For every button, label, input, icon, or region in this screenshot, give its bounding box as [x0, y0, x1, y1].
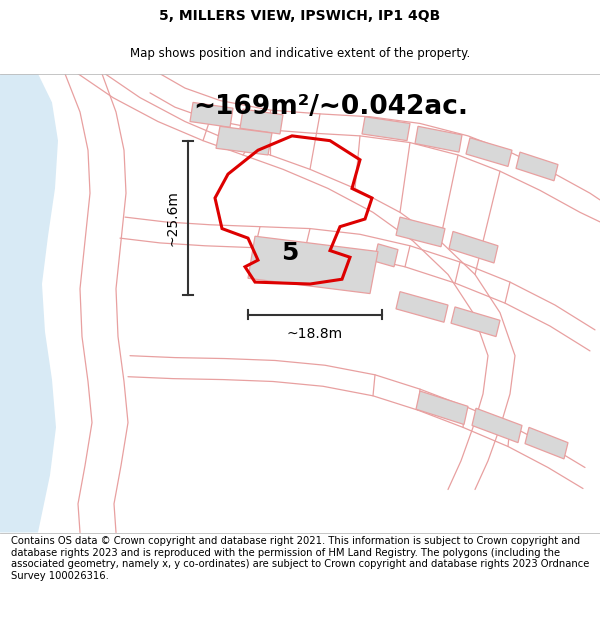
- Polygon shape: [396, 217, 445, 247]
- Polygon shape: [466, 138, 512, 166]
- Polygon shape: [449, 231, 498, 263]
- Text: ~25.6m: ~25.6m: [165, 190, 179, 246]
- Text: 5, MILLERS VIEW, IPSWICH, IP1 4QB: 5, MILLERS VIEW, IPSWICH, IP1 4QB: [160, 9, 440, 23]
- Text: 5: 5: [281, 241, 299, 266]
- Text: Map shows position and indicative extent of the property.: Map shows position and indicative extent…: [130, 47, 470, 59]
- Polygon shape: [190, 102, 233, 127]
- Polygon shape: [216, 126, 272, 155]
- Polygon shape: [248, 236, 378, 294]
- Text: ~169m²/~0.042ac.: ~169m²/~0.042ac.: [193, 94, 468, 120]
- Polygon shape: [451, 307, 500, 337]
- Polygon shape: [516, 152, 558, 181]
- Polygon shape: [362, 117, 410, 141]
- Text: ~18.8m: ~18.8m: [287, 327, 343, 341]
- Polygon shape: [374, 244, 398, 267]
- Polygon shape: [415, 126, 462, 152]
- Polygon shape: [0, 74, 58, 532]
- Polygon shape: [525, 428, 568, 459]
- Polygon shape: [472, 408, 522, 442]
- Polygon shape: [396, 292, 448, 322]
- Text: Contains OS data © Crown copyright and database right 2021. This information is : Contains OS data © Crown copyright and d…: [11, 536, 589, 581]
- Polygon shape: [240, 109, 283, 134]
- Polygon shape: [416, 391, 468, 424]
